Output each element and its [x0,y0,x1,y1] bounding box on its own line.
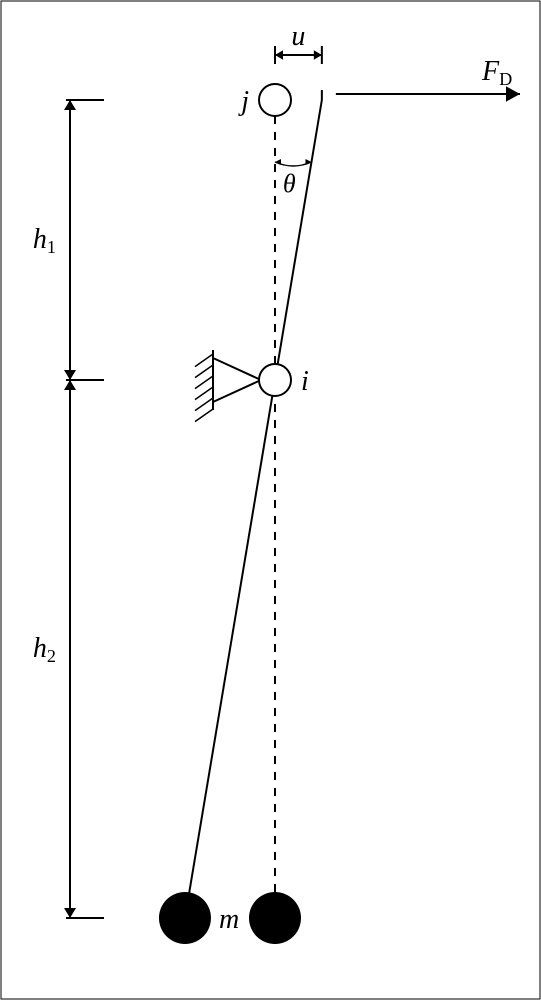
node-j [259,84,291,116]
force-arrow-head [506,86,520,101]
j-label: j [238,86,249,117]
rod-upper-solid [275,100,322,380]
i-label: i [301,366,309,397]
rod-lower-solid [185,380,275,918]
support-triangle [213,358,261,402]
node-i [259,364,291,396]
u-label: u [291,21,305,52]
h2-label: h2 [33,633,56,666]
m-label: m [219,904,239,935]
mass-deflected [159,892,211,944]
theta-label: θ [283,169,296,198]
force-label: FD [481,56,512,89]
h1-label: h1 [33,224,56,257]
pendulum-diagram: θ u FD h1 h2 j i m [0,0,541,1000]
mass-original [249,892,301,944]
